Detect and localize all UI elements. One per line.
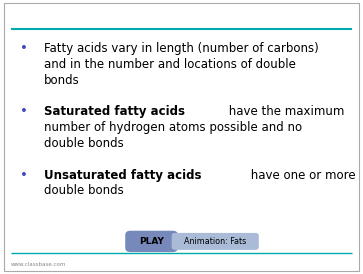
- Text: www.classbase.com: www.classbase.com: [11, 262, 66, 267]
- Text: Unsaturated fatty acids: Unsaturated fatty acids: [44, 169, 201, 181]
- Text: •: •: [20, 105, 28, 118]
- Text: •: •: [20, 42, 28, 55]
- Text: double bonds: double bonds: [44, 184, 123, 197]
- FancyBboxPatch shape: [125, 231, 178, 252]
- Text: have the maximum: have the maximum: [225, 105, 345, 118]
- Text: bonds: bonds: [44, 74, 79, 87]
- Text: •: •: [20, 169, 28, 181]
- FancyBboxPatch shape: [172, 233, 259, 250]
- Text: PLAY: PLAY: [139, 237, 164, 246]
- Text: double bonds: double bonds: [44, 137, 123, 150]
- Text: Fatty acids vary in length (number of carbons): Fatty acids vary in length (number of ca…: [44, 42, 318, 55]
- Text: number of hydrogen atoms possible and no: number of hydrogen atoms possible and no: [44, 121, 302, 134]
- Text: Saturated fatty acids: Saturated fatty acids: [44, 105, 184, 118]
- Text: Animation: Fats: Animation: Fats: [184, 237, 246, 246]
- Text: have one or more: have one or more: [247, 169, 355, 181]
- Text: and in the number and locations of double: and in the number and locations of doubl…: [44, 58, 295, 71]
